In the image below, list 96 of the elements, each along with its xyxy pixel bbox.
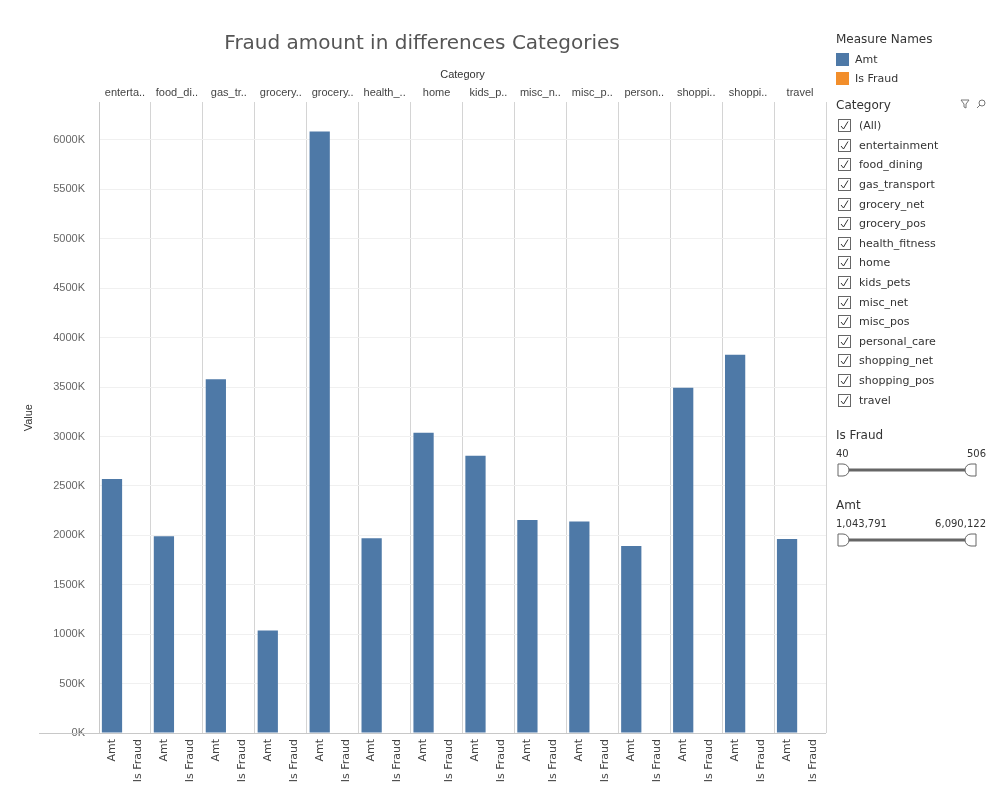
text: Amt (208, 739, 222, 762)
text: Is Fraud (494, 739, 508, 783)
text: Amt (416, 739, 430, 762)
text: Amt (779, 739, 793, 762)
text: 506 (966, 447, 986, 459)
text: Is Fraud (286, 739, 300, 783)
text: Amt (468, 739, 482, 762)
bar (569, 521, 590, 733)
y-tick-label: 4000K (53, 330, 86, 343)
legend-label: Is Fraud (855, 72, 899, 85)
text: Is Fraud (546, 739, 560, 783)
y-tick-label: 2500K (53, 478, 86, 491)
bar (101, 479, 123, 733)
y-tick-label: 500K (59, 676, 86, 689)
legend-title: Measure Names (836, 32, 934, 46)
text: Is Fraud (836, 427, 885, 442)
text: travel (859, 393, 891, 407)
text: grocery_pos (859, 217, 926, 231)
legend-label: Amt (855, 53, 878, 66)
text: Is Fraud (338, 739, 352, 783)
text: Amt (727, 739, 741, 762)
y-tick-label: 4500K (53, 281, 86, 294)
text: shopping_pos (859, 374, 935, 388)
text: Amt (156, 739, 170, 762)
chart-title: Fraud amount in differences Categories (224, 30, 620, 55)
bar (361, 538, 382, 733)
x-tick-label: misc_n.. (519, 85, 561, 98)
text: Is Fraud (130, 739, 144, 783)
x-tick-label: kids_p.. (469, 85, 508, 98)
text: Category (836, 98, 891, 112)
x-tick-label: food_di.. (155, 85, 198, 98)
bar (309, 131, 330, 733)
text: Is Fraud (650, 739, 664, 783)
text: Is Fraud (182, 739, 196, 783)
text: personal_care (859, 334, 936, 348)
y-tick-label: 6000K (53, 132, 86, 145)
text: Is Fraud (702, 739, 716, 783)
bar (621, 545, 642, 733)
x-tick-label: grocery.. (259, 85, 302, 98)
text: shopping_net (859, 354, 933, 368)
text: Is Fraud (442, 739, 456, 783)
text: Amt (260, 739, 274, 762)
text: food_dining (859, 158, 923, 172)
bar (517, 520, 538, 733)
x-tick-label: home (422, 85, 451, 98)
bar (153, 536, 175, 733)
text: entertainment (859, 138, 939, 152)
bar (725, 354, 746, 733)
text: health_fitness (859, 236, 936, 250)
x-tick-label: misc_p.. (571, 85, 613, 98)
bar (257, 630, 278, 733)
text: Amt (104, 739, 118, 762)
bar (673, 387, 694, 733)
x-tick-label: person.. (624, 85, 665, 98)
text: Is Fraud (805, 739, 819, 783)
x-tick-label: shoppi.. (676, 85, 716, 98)
text: Is Fraud (598, 739, 612, 783)
text: misc_pos (859, 315, 910, 329)
x-tick-label: shoppi.. (728, 85, 768, 98)
text: Is Fraud (753, 739, 767, 783)
y-tick-label: 5000K (53, 231, 86, 244)
text: kids_pets (859, 276, 911, 290)
y-tick-label: 1000K (53, 627, 86, 640)
x-tick-label: grocery.. (311, 85, 354, 98)
text: 40 (836, 447, 849, 459)
x-tick-label: travel (786, 85, 814, 98)
text: 1,043,791 (836, 517, 887, 529)
text: Is Fraud (234, 739, 248, 783)
bar (465, 455, 486, 733)
text: Amt (520, 739, 534, 762)
bar (413, 432, 434, 733)
text: Amt (624, 739, 638, 762)
x-tick-label: gas_tr.. (210, 85, 247, 98)
bar (205, 379, 226, 733)
x-tick-label: enterta.. (104, 85, 146, 98)
text: home (859, 256, 891, 270)
y-tick-label: 2000K (53, 528, 86, 541)
y-tick-label: 5500K (53, 182, 86, 195)
x-tick-label: health_.. (363, 85, 406, 98)
y-tick-label: 3000K (53, 429, 86, 442)
text: Amt (836, 497, 862, 512)
text: Amt (364, 739, 378, 762)
text: grocery_net (859, 197, 925, 211)
bar (776, 539, 798, 733)
y-tick-label: 3500K (53, 380, 86, 393)
text: Amt (572, 739, 586, 762)
y-axis-title: Value (21, 404, 34, 432)
text: Is Fraud (390, 739, 404, 783)
x-axis-title: Category (440, 67, 486, 80)
text: Amt (312, 739, 326, 762)
y-tick-label: 1500K (53, 577, 86, 590)
text: 6,090,122 (935, 517, 986, 529)
text: Amt (676, 739, 690, 762)
text: misc_net (859, 295, 909, 309)
text: gas_transport (859, 178, 935, 192)
text: (All) (859, 119, 882, 133)
